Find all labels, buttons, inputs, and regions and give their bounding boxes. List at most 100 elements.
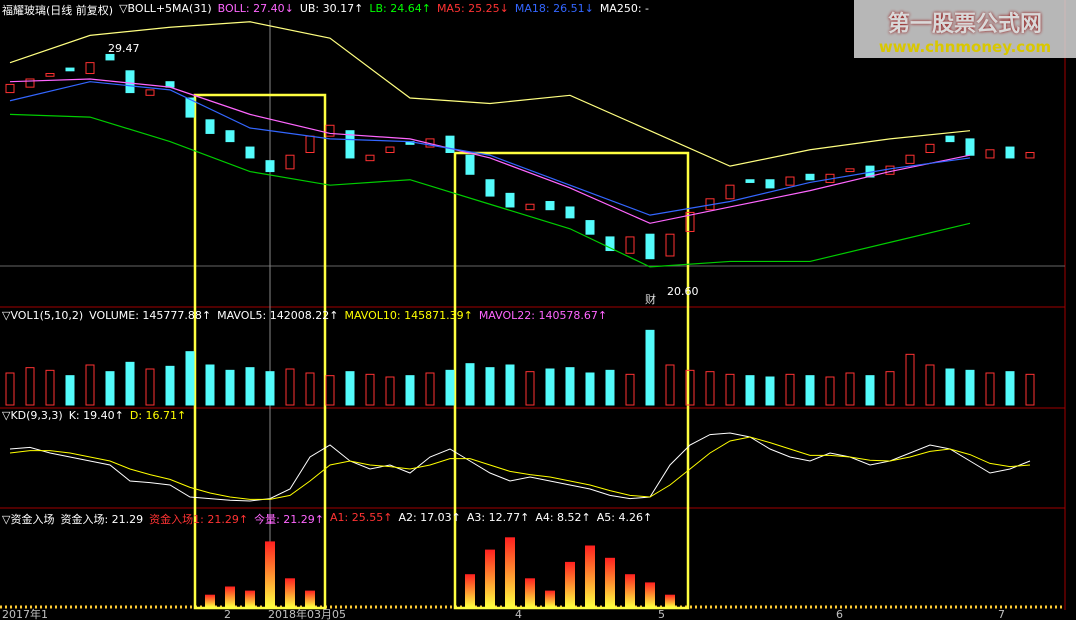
kd-line (9, 436, 1031, 500)
legend-item: LB: 24.64↑ (369, 2, 431, 15)
volume-bar (665, 364, 675, 406)
legend-item: A2: 17.03↑ (398, 511, 461, 524)
volume-bar (465, 363, 475, 406)
legend-item: D: 16.71↑ (129, 409, 187, 422)
legend-item: UB: 30.17↑ (299, 2, 364, 15)
volume-bar (685, 369, 695, 406)
legend-item: MAVOL10: 145871.39↑ (344, 309, 473, 322)
candle (85, 62, 95, 75)
x-tick-label: 2018年03月05 (268, 607, 346, 620)
volume-bar (765, 376, 775, 406)
volume-bar (285, 368, 295, 406)
fund-bar (525, 578, 535, 607)
volume-bar (325, 375, 335, 406)
volume-bar (145, 368, 155, 406)
candle (905, 154, 915, 164)
volume-legend: ▽VOL1(5,10,2) VOLUME: 145777.88↑ MAVOL5: 1… (2, 309, 607, 322)
candle (845, 168, 855, 173)
fund-bar (265, 541, 275, 607)
volume-bar (625, 373, 635, 406)
indicator-line (9, 81, 971, 216)
volume-bar (645, 329, 655, 406)
volume-bar (825, 376, 835, 406)
candle (945, 135, 955, 143)
volume-bar (125, 361, 135, 406)
volume-bar (605, 369, 615, 406)
candle (725, 184, 735, 200)
legend-item: MA5: 25.25↓ (436, 2, 509, 15)
price-annotation: 财 (645, 292, 656, 306)
candle (585, 220, 595, 235)
volume-bar (845, 372, 855, 406)
candle (145, 89, 155, 96)
volume-bar (945, 368, 955, 406)
fund-bar (245, 590, 255, 607)
legend-item: A4: 8.52↑ (535, 511, 591, 524)
volume-bar (965, 369, 975, 406)
panel-borders (0, 0, 1066, 610)
fund-bar (605, 557, 615, 607)
legend-item: ▽VOL1(5,10,2) (2, 309, 84, 322)
fund-bar (665, 594, 675, 607)
volume-bar (565, 367, 575, 406)
x-tick-label: 5 (658, 608, 665, 620)
volume-bar (205, 364, 215, 406)
legend-item: A3: 12.77↑ (466, 511, 530, 524)
volume-bar (865, 375, 875, 406)
candle (665, 233, 675, 257)
candle (685, 211, 695, 232)
indicator-line (9, 21, 971, 167)
fund-bar (625, 574, 635, 607)
volume-bar (45, 369, 55, 406)
candle (485, 179, 495, 197)
watermark-title: 第一股票公式网 (887, 12, 1042, 37)
candle (125, 70, 135, 94)
x-tick-label: 2 (224, 608, 231, 620)
volume-bar (485, 367, 495, 406)
fund-bar (485, 549, 495, 607)
candle (1025, 152, 1035, 159)
candle (105, 53, 115, 61)
volume-bar (505, 364, 515, 406)
volume-bar (165, 365, 175, 406)
candle (1005, 146, 1015, 159)
candle (205, 119, 215, 134)
candle (645, 233, 655, 260)
price-annotation: 20.60 (667, 285, 699, 298)
volume-bar (365, 373, 375, 406)
legend-item: 今量: 21.29↑ (254, 513, 325, 526)
candle (785, 176, 795, 186)
candle (445, 135, 455, 154)
volume-bar (405, 375, 415, 406)
legend-item: A1: 25.55↑ (330, 511, 393, 524)
candle (305, 135, 315, 154)
candle (625, 236, 635, 254)
legend-item: ▽KD(9,3,3) (2, 409, 63, 422)
candle (65, 67, 75, 72)
volume-bar (745, 375, 755, 406)
volume-bar (245, 367, 255, 406)
candle (465, 154, 475, 175)
volume-bar (65, 375, 75, 406)
x-tick-label: 6 (836, 608, 843, 620)
main-legend: 福耀玻璃(日线 前复权) ▽BOLL+5MA(31) BOLL: 27.40↓ UB:… (2, 2, 649, 18)
fund-bar (645, 582, 655, 607)
highlight-box (193, 93, 327, 610)
fund-bar (465, 574, 475, 607)
legend-item: MA250: - (599, 2, 649, 15)
volume-bar (705, 371, 715, 406)
fund-bar (205, 594, 215, 607)
volume-bar (185, 351, 195, 406)
volume-bar (105, 371, 115, 406)
volume-bar (265, 371, 275, 406)
volume-bar (1005, 371, 1015, 406)
indicator-line (9, 113, 971, 268)
candle (745, 179, 755, 183)
legend-item: MAVOL22: 140578.67↑ (478, 309, 608, 322)
fund-bar (305, 590, 315, 607)
legend-item: 福耀玻璃(日线 前复权) (2, 4, 114, 17)
kd-legend: ▽KD(9,3,3) K: 19.40↑ D: 16.71↑ (2, 409, 186, 422)
x-tick-label: 2017年1 (2, 607, 48, 620)
fund-bar (585, 545, 595, 607)
